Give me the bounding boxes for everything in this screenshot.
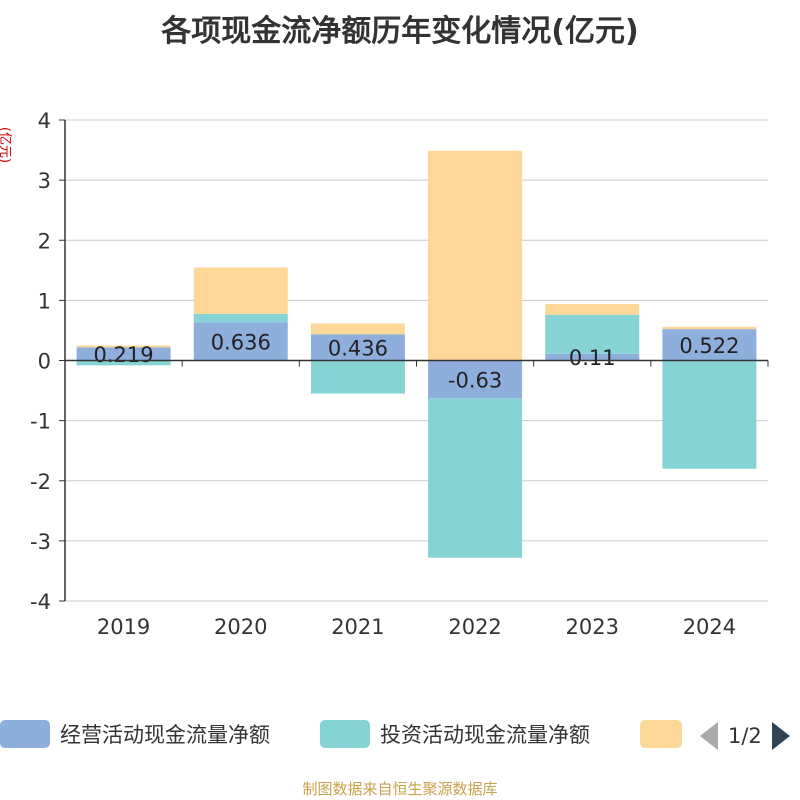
bar-2022-series-2 bbox=[428, 150, 523, 361]
bar-2019-series-1 bbox=[76, 360, 171, 366]
data-source-footer: 制图数据来自恒生聚源数据库 bbox=[302, 780, 498, 798]
legend-item-operating[interactable]: 经营活动现金流量净额 bbox=[0, 716, 270, 752]
data-label-2024: 0.522 bbox=[679, 334, 739, 358]
x-tick-label-2024: 2024 bbox=[683, 615, 736, 639]
x-tick-label-2019: 2019 bbox=[97, 615, 150, 639]
legend-item-investing[interactable]: 投资活动现金流量净额 bbox=[320, 716, 590, 752]
bar-2021-series-2 bbox=[310, 323, 405, 335]
y-tick-label: 1 bbox=[38, 289, 51, 313]
data-label-2023: 0.11 bbox=[569, 346, 616, 370]
legend-label-investing: 投资活动现金流量净额 bbox=[380, 723, 590, 747]
data-label-2020: 0.636 bbox=[211, 330, 271, 354]
bar-2022-series-1 bbox=[428, 398, 523, 558]
bar-2023-series-0 bbox=[545, 353, 640, 361]
legend-swatch-operating bbox=[0, 720, 50, 748]
y-tick-label: -3 bbox=[30, 530, 51, 554]
legend-page-indicator: 1/2 bbox=[728, 724, 762, 748]
y-tick-label: -2 bbox=[30, 470, 51, 494]
y-tick-label: -1 bbox=[30, 410, 51, 434]
legend-prev-icon[interactable] bbox=[700, 722, 718, 750]
x-tick-label-2021: 2021 bbox=[331, 615, 384, 639]
bar-2019-series-0 bbox=[76, 347, 171, 361]
legend-swatch-financing bbox=[640, 720, 682, 748]
data-label-2021: 0.436 bbox=[328, 336, 388, 360]
legend-next-icon[interactable] bbox=[771, 722, 790, 750]
y-tick-label: -4 bbox=[30, 590, 51, 614]
y-tick-label: 4 bbox=[38, 109, 51, 133]
bar-2019-series-2 bbox=[76, 345, 171, 348]
data-label-2022: -0.63 bbox=[448, 368, 502, 392]
bar-2020-series-1 bbox=[193, 313, 288, 323]
stacked-bar-chart: -4 -3 -2 -1 0 1 2 3 4 0.219 0.636 0.436 -0.63 0.11 0.5… bbox=[30, 109, 769, 639]
bar-2023-series-1 bbox=[545, 314, 640, 354]
y-tick-label: 3 bbox=[38, 169, 51, 193]
y-tick-label: 2 bbox=[38, 229, 51, 253]
bar-2020-series-0 bbox=[193, 322, 288, 361]
bar-2024-series-0 bbox=[662, 329, 757, 361]
bar-2023-series-2 bbox=[545, 303, 640, 315]
legend-swatch-investing bbox=[320, 720, 370, 748]
bar-2021-series-0 bbox=[310, 334, 405, 361]
legend-pager: 1/2 bbox=[700, 718, 790, 754]
x-tick-label-2023: 2023 bbox=[566, 615, 619, 639]
legend-item-financing[interactable] bbox=[640, 716, 692, 752]
chart-title: 各项现金流净额历年变化情况(亿元) bbox=[161, 14, 639, 49]
bar-2024-series-2 bbox=[662, 326, 757, 330]
y-tick-label: 0 bbox=[38, 350, 51, 374]
legend-label-operating: 经营活动现金流量净额 bbox=[60, 723, 270, 747]
x-tick-label-2022: 2022 bbox=[448, 615, 501, 639]
x-tick-label-2020: 2020 bbox=[214, 615, 267, 639]
bar-2020-series-2 bbox=[193, 267, 288, 314]
legend: 经营活动现金流量净额 投资活动现金流量净额 1/2 bbox=[0, 716, 800, 756]
bar-2024-series-1 bbox=[662, 360, 757, 469]
data-label-2019: 0.219 bbox=[94, 343, 154, 367]
bar-2022-series-0 bbox=[428, 360, 523, 399]
bar-2021-series-1 bbox=[310, 360, 405, 394]
